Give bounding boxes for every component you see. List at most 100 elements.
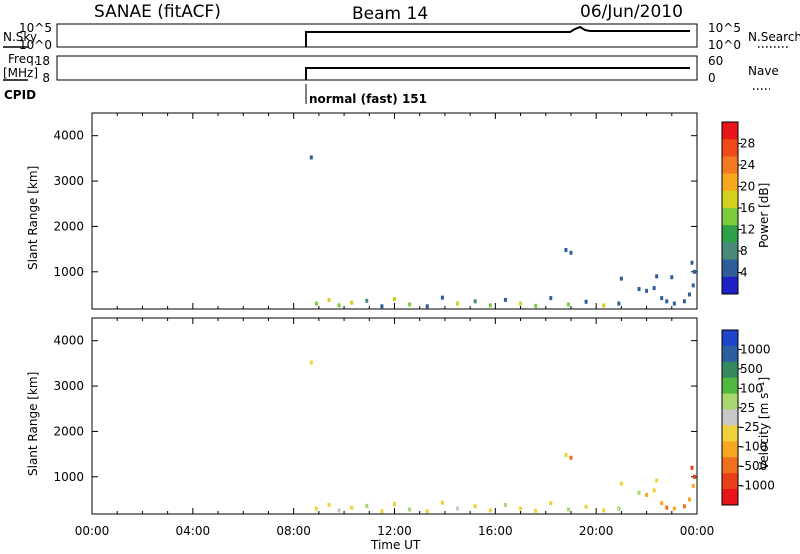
- power-colorbar-swatch: [722, 156, 738, 175]
- velocity-colorbar-frame: [721, 329, 739, 506]
- power-scatter-marks: [309, 155, 696, 309]
- nave-tick-bottom: 0: [708, 71, 716, 85]
- time-tick-label: 00:00: [75, 524, 110, 538]
- velocity-colorbar-swatch: [722, 345, 738, 363]
- velocity-panel-frame: [91, 317, 698, 515]
- nsky-label: N.Sky: [3, 30, 37, 44]
- velocity-x-ticks: [91, 318, 698, 514]
- power-cell: [314, 301, 318, 306]
- velocity-colorbar-swatch: [722, 425, 738, 442]
- velocity-cell: [690, 465, 694, 470]
- power-y-ticks: 4000 3000 2000 1000: [53, 129, 697, 279]
- power-cell: [690, 260, 694, 265]
- velocity-cell: [602, 508, 606, 513]
- power-cell: [380, 304, 384, 309]
- power-cell: [425, 304, 429, 309]
- power-ytick-label: 1000: [53, 265, 84, 279]
- nsky-strip: N.Sky 10^5 10^0 10^5 10^0 N.Search: [3, 21, 800, 52]
- power-cell: [327, 297, 331, 302]
- power-ytick-label: 4000: [53, 129, 84, 143]
- power-cell: [670, 275, 674, 280]
- power-colorbar-swatch: [722, 225, 738, 243]
- velocity-cell: [645, 492, 649, 497]
- time-tick-label: 16:00: [478, 524, 513, 538]
- power-cell: [692, 269, 696, 274]
- power-cell: [569, 250, 573, 255]
- velocity-cell: [488, 508, 492, 513]
- velocity-colorbar-tick-label: 100: [740, 381, 763, 395]
- velocity-colorbar-swatch: [722, 361, 738, 379]
- velocity-cell: [456, 506, 460, 511]
- power-colorbar-tick-label: 16: [740, 201, 755, 215]
- x-axis-label: Time UT: [370, 538, 421, 552]
- velocity-colorbar: Velocity [m s⁻¹] 1000 500 100 25 -25 -100 -500…: [721, 329, 775, 506]
- power-colorbar-tick-label: 28: [740, 137, 755, 151]
- velocity-cell: [566, 507, 570, 512]
- power-cell: [660, 296, 664, 301]
- velocity-cell: [617, 506, 621, 511]
- nsky-strip-frame: [56, 23, 698, 48]
- power-cell: [519, 301, 523, 306]
- freq-series-line: [305, 67, 690, 80]
- power-panel-frame: [91, 112, 698, 310]
- time-tick-label: 20:00: [579, 524, 614, 538]
- power-colorbar-swatch: [722, 173, 738, 192]
- power-colorbar-tick-label: 24: [740, 158, 755, 172]
- freq-label-top: Freq.: [8, 52, 38, 66]
- power-cell: [440, 295, 444, 300]
- power-colorbar-swatch: [722, 276, 738, 295]
- velocity-colorbar-tick-label: 1000: [740, 342, 771, 356]
- power-cell: [337, 303, 341, 308]
- velocity-cell: [350, 505, 354, 510]
- velocity-cell: [327, 502, 331, 507]
- velocity-cell: [692, 474, 696, 479]
- power-colorbar-swatch: [722, 259, 738, 278]
- nave-tick-top: 60: [708, 54, 723, 68]
- power-cell: [619, 276, 623, 281]
- velocity-colorbar-label: Velocity [m s⁻¹]: [757, 377, 771, 470]
- velocity-y-ticks: 4000 3000 2000 1000: [53, 334, 697, 484]
- power-cell: [566, 302, 570, 307]
- velocity-cell: [569, 455, 573, 460]
- velocity-colorbar-tick-label: -500: [740, 459, 767, 473]
- velocity-cell: [672, 506, 676, 511]
- power-y-axis-label: Slant Range [km]: [26, 166, 40, 270]
- power-cell: [309, 155, 313, 160]
- time-tick-label: 04:00: [176, 524, 211, 538]
- velocity-colorbar-swatch: [722, 489, 738, 506]
- power-panel: 4000 3000 2000 1000 Slant Range [km]: [26, 112, 698, 310]
- time-tick-label: 00:00: [680, 524, 715, 538]
- nsky-tick-top: 10^5: [19, 21, 52, 35]
- velocity-colorbar-swatch: [722, 457, 738, 474]
- velocity-cell: [584, 504, 588, 509]
- velocity-cell: [682, 504, 686, 509]
- velocity-colorbar-tick-label: 500: [740, 362, 763, 376]
- velocity-cell: [440, 500, 444, 505]
- power-cell: [652, 286, 656, 291]
- power-cell: [617, 301, 621, 306]
- velocity-colorbar-swatch: [722, 441, 738, 458]
- power-cell: [503, 297, 507, 302]
- freq-tick-top: 18: [35, 54, 50, 68]
- velocity-panel: 4000 3000 2000 1000 Slant Range [km]: [26, 317, 698, 515]
- power-ytick-label: 2000: [53, 219, 84, 233]
- power-cell: [637, 287, 641, 292]
- time-tick-label: 08:00: [276, 524, 311, 538]
- velocity-colorbar-tick-label: 25: [740, 401, 755, 415]
- power-colorbar-swatch: [722, 122, 738, 140]
- velocity-cell: [665, 505, 669, 510]
- vel-ytick-label: 4000: [53, 334, 84, 348]
- power-cell: [645, 288, 649, 293]
- velocity-cell: [519, 506, 523, 511]
- power-cell: [691, 283, 695, 288]
- velocity-colorbar-tick-label: -25: [740, 420, 760, 434]
- power-cell: [655, 274, 659, 279]
- nsearch-tick-bottom: 10^0: [708, 38, 741, 52]
- velocity-cell: [408, 507, 412, 512]
- velocity-colorbar-tick-label: -1000: [740, 479, 775, 493]
- velocity-cell: [314, 506, 318, 511]
- time-tick-label: 12:00: [377, 524, 412, 538]
- freq-tick-bottom: 8: [42, 71, 50, 85]
- station-title: SANAE (fitACF): [94, 2, 221, 22]
- power-x-ticks: [91, 113, 698, 309]
